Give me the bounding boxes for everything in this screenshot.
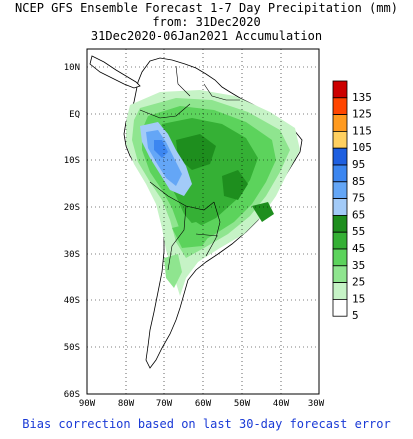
precip-south-patch-b — [164, 254, 182, 288]
legend-swatch — [332, 114, 348, 132]
legend-label: 75 — [352, 192, 365, 205]
lon-label: 90W — [79, 399, 96, 409]
legend-label: 25 — [352, 276, 365, 289]
legend-label: 135 — [352, 91, 372, 104]
border-line — [205, 201, 221, 257]
lat-lon-grid — [87, 49, 319, 394]
lat-axis: 10N EQ 10S 20S 30S 40S 50S 60S — [64, 63, 80, 400]
legend-label: 65 — [352, 208, 365, 221]
legend-swatch — [332, 97, 348, 116]
lat-label: 10N — [64, 63, 80, 73]
lon-label: 50W — [234, 399, 251, 409]
legend-label: 35 — [352, 259, 365, 272]
legend-swatch — [332, 298, 348, 317]
legend-swatch — [332, 147, 348, 166]
legend-label: 45 — [352, 242, 365, 255]
lon-axis: 90W 80W 70W 60W 50W 40W 30W — [79, 399, 325, 409]
border-line — [195, 233, 219, 237]
border-line — [203, 83, 240, 101]
precip-shading — [126, 90, 300, 296]
title-line-1: NCEP GFS Ensemble Forecast 1-7 Day Preci… — [15, 1, 398, 15]
precip-85mm-patch — [154, 140, 168, 158]
precip-45mm-patch-c — [252, 202, 274, 222]
lat-label: 60S — [64, 390, 80, 400]
legend-swatch — [332, 214, 348, 233]
precip-south-patch-a — [172, 222, 212, 248]
footer-note: Bias correction based on last 30-day for… — [22, 417, 391, 431]
map-border — [86, 48, 320, 395]
lat-label: 10S — [64, 156, 80, 166]
legend-swatch — [332, 181, 348, 200]
lat-label: 40S — [64, 296, 80, 306]
legend-swatch — [332, 282, 348, 300]
country-borders — [139, 65, 240, 271]
border-line — [139, 103, 191, 119]
legend-swatch — [332, 265, 348, 283]
legend-label: 85 — [352, 175, 365, 188]
legend-label: 55 — [352, 225, 365, 238]
legend-swatch — [332, 80, 348, 99]
lon-label: 80W — [118, 399, 135, 409]
lat-label: 50S — [64, 343, 80, 353]
precip-45mm-patch-b — [222, 170, 248, 200]
lat-label: 20S — [64, 203, 80, 213]
legend-label: 95 — [352, 158, 365, 171]
lat-label: 30S — [64, 250, 80, 260]
precip-45mm-patch-a — [176, 134, 216, 170]
legend-swatch — [332, 164, 348, 183]
legend-swatch — [332, 130, 348, 149]
title-line-3: 31Dec2020-06Jan2021 Accumulation — [90, 29, 323, 43]
border-line — [175, 65, 191, 97]
legend-label: 115 — [352, 124, 372, 137]
lat-label: EQ — [69, 110, 80, 120]
legend-label: 125 — [352, 108, 372, 121]
title-line-2: from: 31Dec2020 — [152, 15, 261, 29]
legend-swatch — [332, 231, 348, 250]
lon-label: 60W — [195, 399, 212, 409]
color-legend: 135 125 115 105 95 85 75 65 55 45 35 25 15 5 — [332, 80, 372, 322]
legend-swatch — [332, 248, 348, 267]
lon-label: 70W — [156, 399, 173, 409]
legend-label: 5 — [352, 309, 359, 322]
legend-swatch — [332, 198, 348, 216]
legend-label: 105 — [352, 141, 372, 154]
border-line — [167, 205, 187, 271]
lon-label: 30W — [308, 399, 325, 409]
central-america-landmass — [89, 55, 141, 89]
legend-label: 15 — [352, 292, 365, 305]
lon-label: 40W — [273, 399, 290, 409]
